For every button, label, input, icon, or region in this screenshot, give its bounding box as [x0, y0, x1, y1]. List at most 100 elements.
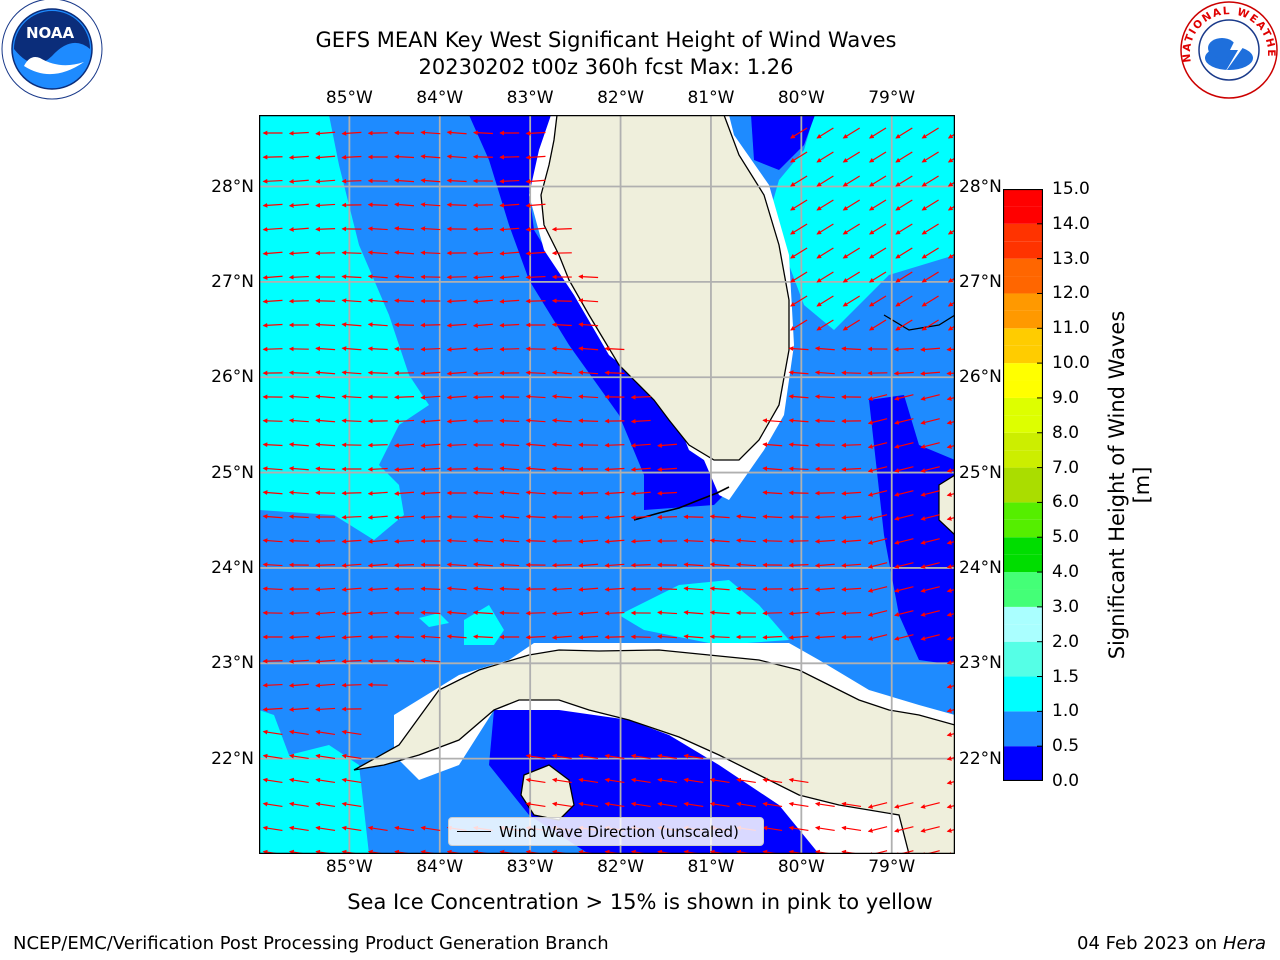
wave-direction-arrow — [604, 753, 625, 760]
wave-direction-arrow — [578, 322, 599, 327]
wave-direction-arrow — [367, 539, 388, 544]
wave-direction-arrow — [288, 825, 309, 832]
wave-direction-arrow — [367, 563, 388, 568]
wave-direction-arrow — [709, 801, 730, 808]
land-florida-keys — [633, 486, 730, 521]
wave-band-10-15-south — [619, 580, 789, 645]
wave-direction-arrow — [367, 610, 388, 616]
wave-direction-arrow — [341, 682, 362, 688]
colorbar-segment — [1003, 711, 1043, 747]
wave-direction-arrow — [341, 729, 362, 736]
wave-direction-arrow — [816, 319, 834, 331]
wave-direction-arrow — [472, 466, 493, 472]
wave-direction-arrow — [367, 250, 388, 255]
wave-direction-arrow — [920, 802, 940, 809]
wave-direction-arrow — [814, 587, 835, 592]
wave-direction-arrow — [762, 538, 783, 544]
wave-direction-arrow — [472, 586, 493, 591]
wave-direction-arrow — [921, 271, 939, 283]
wave-direction-arrow — [525, 179, 546, 184]
wave-direction-arrow — [288, 179, 309, 184]
wave-direction-arrow — [315, 729, 336, 736]
wave-direction-arrow — [894, 826, 914, 833]
wave-direction-arrow — [420, 466, 441, 472]
wave-direction-arrow — [315, 777, 336, 784]
lat-tick-label: 26°N — [959, 367, 1002, 388]
wave-direction-arrow — [816, 295, 834, 307]
wave-direction-arrow — [446, 634, 467, 639]
wave-direction-arrow — [551, 777, 572, 784]
wave-direction-arrow — [657, 801, 677, 808]
wave-direction-arrow — [578, 634, 599, 640]
wave-direction-arrow — [315, 226, 336, 232]
chart-title: GEFS MEAN Key West Significant Height of… — [315, 28, 897, 52]
wave-direction-arrow — [920, 634, 940, 641]
lon-tick-label: 80°W — [777, 857, 825, 877]
wave-direction-arrow — [947, 325, 955, 331]
wave-direction-arrow — [288, 130, 309, 136]
wave-direction-arrow — [947, 181, 955, 187]
wave-direction-arrow — [762, 514, 783, 520]
wave-direction-arrow — [420, 610, 441, 616]
wave-direction-arrow — [920, 347, 941, 352]
wave-direction-arrow — [525, 801, 546, 808]
wave-direction-arrow — [630, 777, 651, 784]
wave-direction-arrow — [525, 250, 546, 256]
wave-band-00-05-atlantic — [751, 115, 815, 170]
wave-direction-arrow — [921, 223, 939, 235]
wave-direction-arrow — [788, 490, 809, 496]
wave-direction-arrow — [604, 442, 625, 448]
wave-direction-arrow — [446, 347, 467, 352]
wave-direction-arrow — [788, 346, 809, 352]
wave-direction-arrow — [262, 586, 283, 592]
wave-direction-arrow — [446, 538, 467, 544]
wave-direction-arrow — [262, 346, 283, 352]
wave-direction-arrow — [842, 175, 861, 187]
wave-direction-arrow — [946, 684, 955, 689]
wave-direction-arrow — [525, 203, 546, 208]
wave-direction-arrow — [499, 418, 520, 424]
wave-direction-arrow — [288, 370, 309, 376]
wave-direction-arrow — [472, 299, 493, 304]
wave-direction-arrow — [841, 801, 862, 808]
wave-direction-arrow — [946, 444, 955, 449]
wave-direction-arrow — [394, 634, 415, 640]
wave-direction-arrow — [814, 370, 835, 375]
wave-direction-arrow — [946, 468, 955, 473]
wave-direction-arrow — [341, 825, 362, 832]
wave-direction-arrow — [736, 777, 756, 784]
colorbar-segment — [1003, 624, 1043, 642]
wave-direction-arrow — [315, 131, 336, 136]
wave-direction-arrow — [657, 777, 677, 784]
wave-direction-arrow — [394, 443, 415, 448]
wave-direction-arrow — [868, 127, 887, 139]
wave-direction-arrow — [315, 706, 336, 712]
wave-direction-arrow — [842, 247, 861, 259]
wave-direction-arrow — [788, 394, 809, 399]
wave-direction-arrow — [551, 586, 572, 592]
wave-direction-arrow — [895, 223, 913, 235]
wave-direction-arrow — [604, 490, 625, 496]
wave-direction-arrow — [472, 130, 493, 136]
wave-direction-arrow — [341, 130, 362, 136]
lon-tick-label: 79°W — [868, 857, 916, 877]
colorbar-tick-label: 3.0 — [1052, 596, 1080, 617]
wave-direction-arrow — [367, 202, 388, 208]
wave-direction-arrow — [446, 154, 467, 159]
wave-direction-arrow — [472, 250, 493, 256]
wave-direction-arrow — [841, 610, 862, 616]
wave-direction-arrow — [790, 295, 808, 307]
wave-direction-arrow — [578, 538, 599, 544]
wave-direction-arrow — [420, 586, 441, 592]
wave-direction-arrow — [341, 250, 362, 256]
wave-direction-arrow — [895, 175, 913, 187]
wave-direction-arrow — [894, 514, 914, 521]
wave-direction-arrow — [921, 319, 939, 331]
wave-direction-arrow — [683, 586, 704, 591]
colorbar-segment — [1003, 276, 1043, 294]
wave-direction-arrow — [472, 538, 493, 543]
lon-tick-label: 84°W — [416, 857, 464, 877]
wave-direction-arrow — [867, 490, 888, 497]
wave-direction-arrow — [946, 708, 955, 713]
wave-direction-arrow — [814, 514, 835, 520]
